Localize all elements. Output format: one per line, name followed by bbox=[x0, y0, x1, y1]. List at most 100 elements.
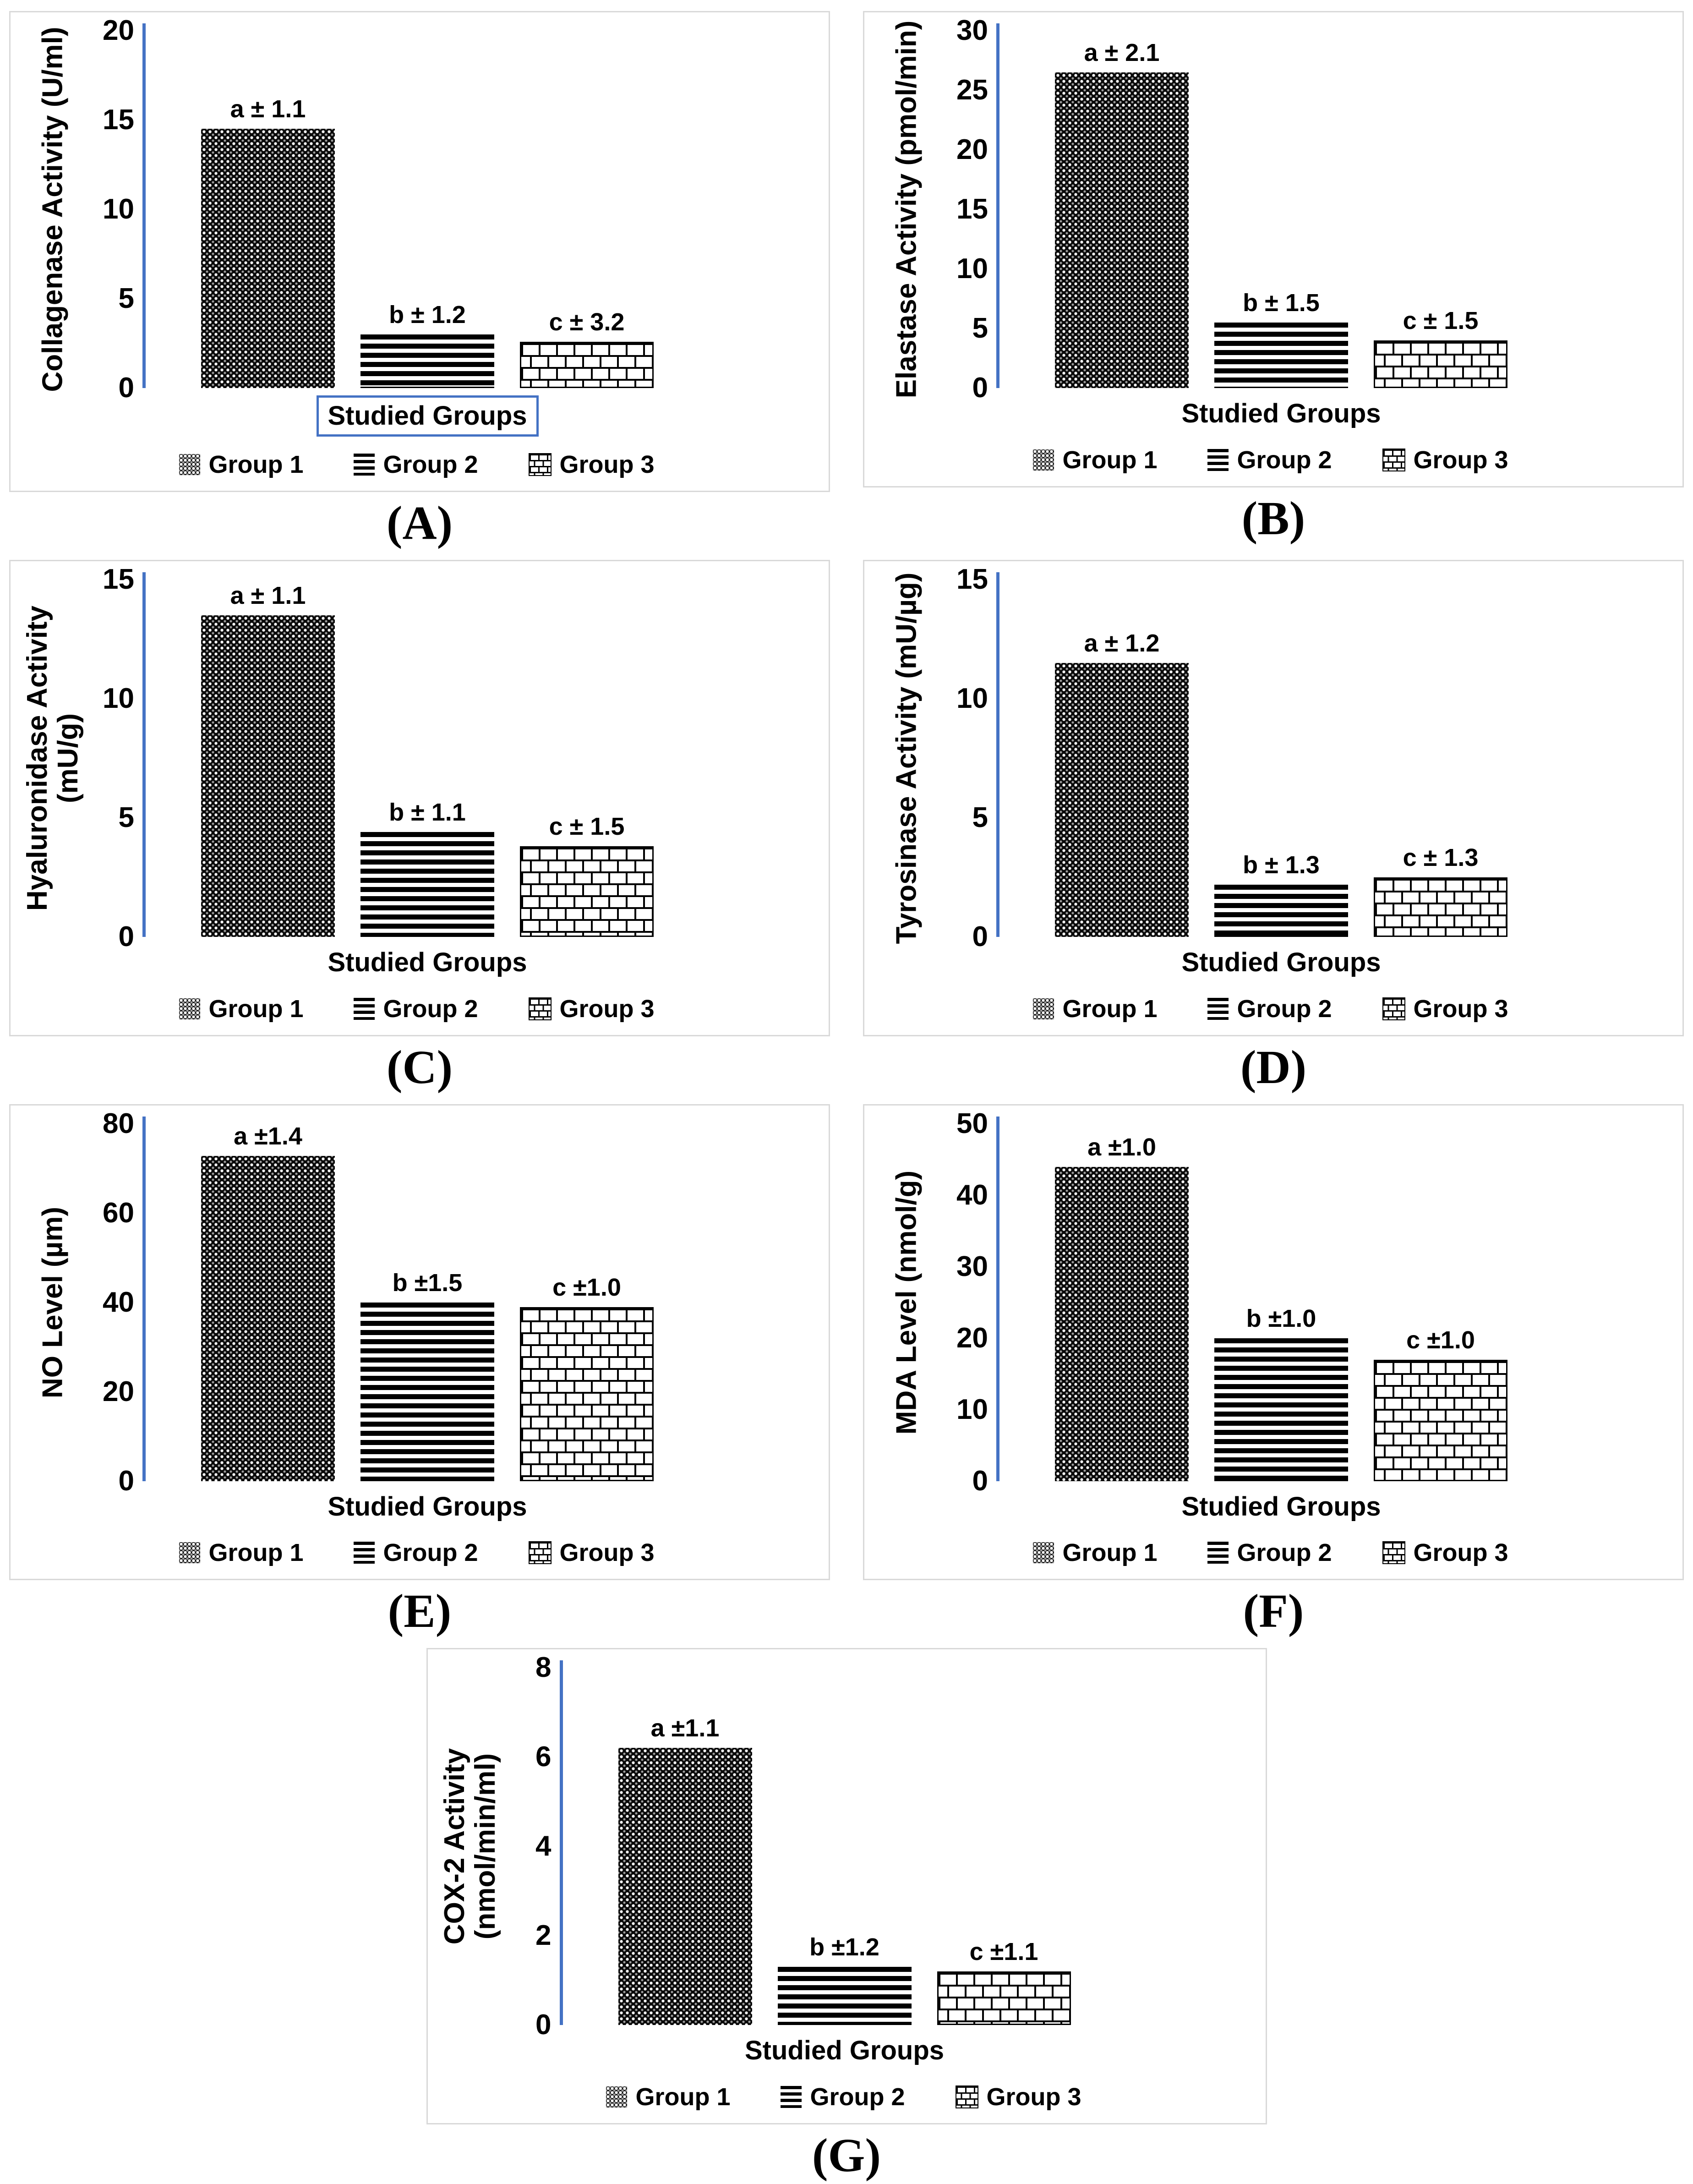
plot-area: a ±1.4 b ±1.5 c ±1.0 bbox=[142, 1116, 815, 1481]
legend-swatch-group-1 bbox=[179, 454, 201, 475]
legend-item: Group 3 bbox=[528, 450, 655, 479]
y-tick-label: 0 bbox=[972, 372, 988, 404]
legend-label: Group 2 bbox=[1237, 995, 1332, 1023]
y-tick-label: 0 bbox=[118, 1465, 134, 1497]
y-tick-label: 0 bbox=[118, 920, 134, 952]
bars-area: a ±1.0 b ±1.0 c ±1.0 bbox=[996, 1124, 1669, 1481]
panel-caption-c: (C) bbox=[386, 1040, 453, 1094]
bar-slot: b ± 1.5 bbox=[1214, 31, 1348, 388]
bar-group-1 bbox=[201, 1155, 335, 1481]
bar-slot: b ± 1.3 bbox=[1214, 580, 1348, 937]
legend-item: Group 2 bbox=[354, 1538, 478, 1567]
bar-value-label: a ±1.1 bbox=[650, 1714, 720, 1742]
y-tick-label: 60 bbox=[103, 1197, 134, 1229]
y-tick-label: 20 bbox=[956, 1322, 988, 1354]
legend-swatch-group-3 bbox=[528, 1541, 552, 1565]
legend-swatch-group-1 bbox=[606, 2086, 628, 2108]
legend-item: Group 1 bbox=[1033, 1538, 1157, 1567]
bars-area: a ± 1.1 b ± 1.2 c ± 3.2 bbox=[142, 31, 815, 388]
y-tick-label: 50 bbox=[956, 1107, 988, 1139]
bar-value-label: b ± 1.5 bbox=[1243, 289, 1320, 317]
chart-area: Tyrosinase Activity (mU/µg) 0 5 10 15 a ± 1… bbox=[873, 565, 1669, 981]
y-tick-label: 0 bbox=[972, 1465, 988, 1497]
bar-slot: a ± 1.1 bbox=[201, 580, 335, 937]
bar-group-1 bbox=[201, 615, 335, 937]
legend: Group 1 Group 2 Group 3 bbox=[436, 2083, 1252, 2111]
legend-swatch-group-3 bbox=[528, 453, 552, 476]
y-tick-label: 15 bbox=[956, 193, 988, 225]
legend-swatch-group-1 bbox=[1033, 998, 1054, 1019]
legend-label: Group 1 bbox=[1062, 1539, 1158, 1567]
legend-item: Group 2 bbox=[1207, 995, 1332, 1023]
legend-item: Group 2 bbox=[354, 995, 478, 1023]
panel-column-f: MDA Level (nmol/g) 0 10 20 30 40 50 a ±1.0 b ±… bbox=[863, 1104, 1684, 1640]
chart-area: Collagenase Activity (U/ml) 0 5 10 15 20 a ±… bbox=[19, 16, 815, 437]
legend-swatch-group-2 bbox=[354, 1542, 375, 1564]
y-tick-label: 20 bbox=[103, 15, 134, 46]
chart-area: COX-2 Activity (nmol/min/ml) 0 2 4 6 8 a ±1.… bbox=[436, 1653, 1252, 2069]
y-tick-label: 80 bbox=[103, 1107, 134, 1139]
legend-swatch-group-2 bbox=[354, 997, 375, 1020]
panel-caption-b: (B) bbox=[1241, 492, 1305, 545]
legend-item: Group 2 bbox=[1207, 1538, 1332, 1567]
legend-label: Group 1 bbox=[1062, 995, 1158, 1023]
bar-value-label: c ± 3.2 bbox=[549, 308, 625, 336]
chart-area: MDA Level (nmol/g) 0 10 20 30 40 50 a ±1.0 b ±… bbox=[873, 1109, 1669, 1525]
y-tick-label: 10 bbox=[103, 682, 134, 714]
chart-panel-d: Tyrosinase Activity (mU/µg) 0 5 10 15 a ± 1… bbox=[863, 559, 1684, 1036]
bar-group-1 bbox=[201, 129, 335, 388]
legend: Group 1 Group 2 Group 3 bbox=[19, 450, 815, 479]
legend-item: Group 3 bbox=[1382, 446, 1508, 474]
bar-group-2 bbox=[1214, 323, 1348, 388]
bars-area: a ±1.4 b ±1.5 c ±1.0 bbox=[142, 1124, 815, 1481]
bar-group-3 bbox=[937, 1971, 1071, 2025]
legend-label: Group 3 bbox=[986, 2083, 1081, 2111]
panel-caption-d: (D) bbox=[1240, 1040, 1307, 1094]
y-tick-label: 0 bbox=[118, 372, 134, 404]
bar-slot: c ± 1.3 bbox=[1374, 580, 1507, 937]
panel-caption-g: (G) bbox=[812, 2129, 881, 2182]
bars-area: a ±1.1 b ±1.2 c ±1.1 bbox=[560, 1668, 1252, 2025]
y-axis-line bbox=[142, 23, 146, 388]
y-axis-line bbox=[142, 572, 146, 937]
x-axis-label: Studied Groups bbox=[1181, 947, 1381, 977]
bar-slot: b ±1.2 bbox=[777, 1668, 912, 2025]
figure-row-3: NO Level (µm) 0 20 40 60 80 a ±1.4 b ±1.5 c ±1… bbox=[9, 1104, 1684, 1640]
y-tick-label: 25 bbox=[956, 74, 988, 106]
bar-value-label: c ±1.0 bbox=[1406, 1326, 1475, 1354]
y-tick-label: 5 bbox=[972, 312, 988, 344]
legend-swatch-group-3 bbox=[1382, 997, 1405, 1020]
legend-label: Group 1 bbox=[635, 2083, 731, 2111]
y-tick-label: 40 bbox=[103, 1286, 134, 1318]
legend-label: Group 3 bbox=[559, 1539, 655, 1567]
bar-group-2 bbox=[360, 832, 494, 937]
legend-swatch-group-1 bbox=[1033, 1542, 1054, 1564]
x-axis-label: Studied Groups bbox=[316, 395, 539, 437]
bars-area: a ± 2.1 b ± 1.5 c ± 1.5 bbox=[996, 31, 1669, 388]
legend-swatch-group-1 bbox=[1033, 449, 1054, 471]
y-axis-ticks: 0 20 40 60 80 bbox=[87, 1109, 142, 1495]
y-axis-title: Hyaluronidase Activity (mU/g) bbox=[22, 605, 84, 911]
y-tick-label: 40 bbox=[956, 1179, 988, 1211]
y-axis-ticks: 0 5 10 15 20 25 30 bbox=[941, 16, 996, 402]
legend: Group 1 Group 2 Group 3 bbox=[873, 446, 1669, 474]
bar-slot: c ± 1.5 bbox=[520, 580, 654, 937]
bar-value-label: b ± 1.3 bbox=[1243, 851, 1320, 879]
legend-item: Group 2 bbox=[1207, 446, 1332, 474]
legend-label: Group 2 bbox=[383, 995, 478, 1023]
legend-item: Group 2 bbox=[781, 2083, 905, 2111]
bar-group-2 bbox=[1214, 1338, 1348, 1481]
bar-slot: b ± 1.1 bbox=[360, 580, 494, 937]
chart-panel-g: COX-2 Activity (nmol/min/ml) 0 2 4 6 8 a ±1.… bbox=[426, 1648, 1267, 2125]
chart-panel-c: Hyaluronidase Activity (mU/g) 0 5 10 15 a ±… bbox=[9, 559, 830, 1036]
bar-slot: c ±1.0 bbox=[520, 1124, 654, 1481]
y-tick-label: 5 bbox=[118, 283, 134, 314]
bar-group-3 bbox=[520, 342, 654, 388]
y-tick-label: 6 bbox=[535, 1741, 552, 1773]
y-tick-label: 5 bbox=[118, 801, 134, 833]
bar-group-3 bbox=[520, 1307, 654, 1481]
y-axis-line bbox=[996, 1116, 999, 1481]
legend-label: Group 2 bbox=[1237, 1539, 1332, 1567]
bar-slot: a ± 1.1 bbox=[201, 31, 335, 388]
